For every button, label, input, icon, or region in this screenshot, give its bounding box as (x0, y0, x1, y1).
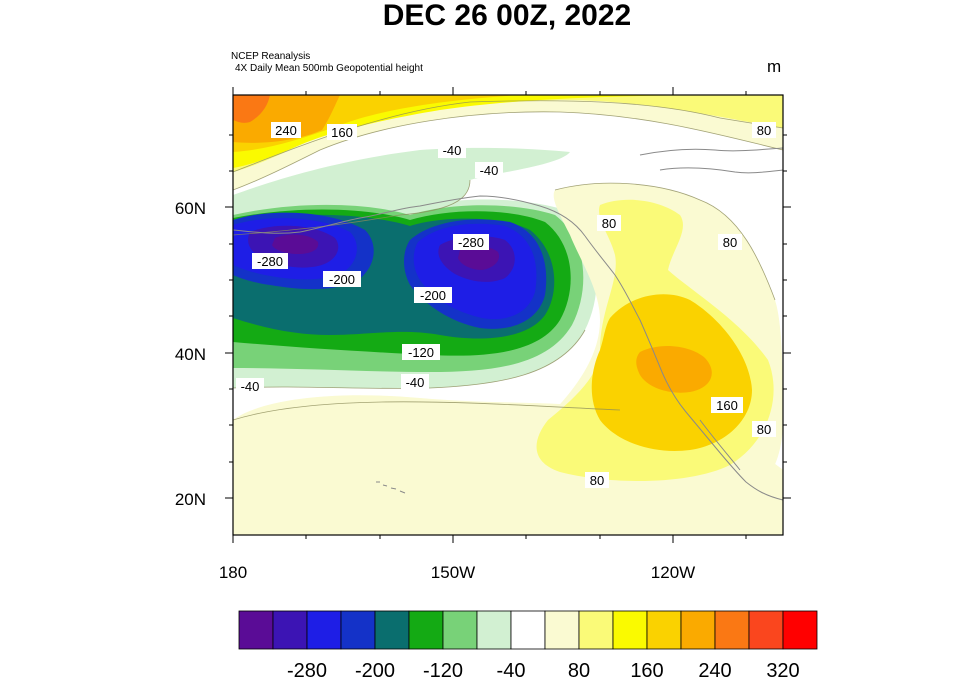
colorbar-label: 240 (698, 660, 731, 682)
colorbar-swatch (340, 610, 376, 650)
plot-frame (232, 94, 784, 536)
svg-text:-120: -120 (408, 345, 434, 360)
lon-label-180: 180 (219, 563, 247, 582)
colorbar-label: 320 (766, 660, 799, 682)
colorbar-swatch (510, 610, 546, 650)
lat-label-20n: 20N (175, 490, 206, 509)
svg-text:-200: -200 (329, 272, 355, 287)
svg-text:-280: -280 (458, 235, 484, 250)
contour-labels: 240 160 80 -40 -40 80 80 -280 -280 -200 … (236, 122, 776, 488)
colorbar-swatch (272, 610, 308, 650)
contour-label: -280 (252, 253, 288, 269)
contour-label: -200 (414, 287, 452, 303)
contour-label: 80 (752, 421, 776, 437)
colorbar-swatch (578, 610, 614, 650)
colorbar-label: 80 (568, 660, 590, 682)
colorbar-label: -120 (423, 660, 463, 682)
contour-label: 240 (271, 122, 301, 138)
colorbar (238, 610, 818, 650)
colorbar-swatch (544, 610, 580, 650)
axis-ticks (225, 87, 791, 543)
colorbar-swatch (408, 610, 444, 650)
map-title: DEC 26 00Z, 2022 (383, 0, 631, 32)
colorbar-label: -40 (497, 660, 526, 682)
svg-text:80: 80 (723, 235, 737, 250)
lat-label-60n: 60N (175, 199, 206, 218)
svg-text:80: 80 (590, 473, 604, 488)
colorbar-swatch (476, 610, 512, 650)
colorbar-label: 160 (630, 660, 663, 682)
contour-label: -40 (236, 378, 264, 394)
colorbar-labels: -280 -200 -120 -40 80 160 240 320 (287, 660, 800, 682)
svg-text:80: 80 (757, 422, 771, 437)
svg-text:160: 160 (331, 125, 353, 140)
svg-text:-280: -280 (257, 254, 283, 269)
colorbar-swatch (612, 610, 648, 650)
svg-text:-40: -40 (241, 379, 260, 394)
colorbar-swatch (714, 610, 750, 650)
contour-label: 160 (711, 397, 743, 413)
colorbar-swatch (374, 610, 410, 650)
colorbar-swatch (442, 610, 478, 650)
contour-label: -40 (475, 162, 503, 178)
contour-field (233, 95, 783, 535)
svg-text:-40: -40 (406, 375, 425, 390)
svg-text:240: 240 (275, 123, 297, 138)
contour-label: -40 (401, 374, 429, 390)
units-label: m (767, 57, 781, 76)
svg-text:80: 80 (757, 123, 771, 138)
svg-text:-40: -40 (443, 143, 462, 158)
lat-label-40n: 40N (175, 345, 206, 364)
variable-description: 4X Daily Mean 500mb Geopotential height (235, 63, 423, 74)
colorbar-swatch (680, 610, 716, 650)
contour-label: -200 (323, 271, 361, 287)
colorbar-label: -200 (355, 660, 395, 682)
lon-label-150w: 150W (431, 563, 475, 582)
contour-label: 160 (327, 124, 357, 140)
svg-text:-200: -200 (420, 288, 446, 303)
contour-label: -40 (438, 142, 466, 158)
contour-label: 80 (585, 472, 609, 488)
svg-text:160: 160 (716, 398, 738, 413)
contour-label: 80 (597, 215, 621, 231)
contour-label: 80 (718, 234, 742, 250)
colorbar-swatch (646, 610, 682, 650)
contour-label: -120 (402, 344, 440, 360)
svg-text:80: 80 (602, 216, 616, 231)
colorbar-swatch (748, 610, 784, 650)
colorbar-swatch (238, 610, 274, 650)
colorbar-swatch (306, 610, 342, 650)
svg-text:-40: -40 (480, 163, 499, 178)
colorbar-label: -280 (287, 660, 327, 682)
contour-label: 80 (752, 122, 776, 138)
lon-label-120w: 120W (651, 563, 695, 582)
data-source: NCEP Reanalysis (231, 51, 310, 62)
contour-label: -280 (453, 234, 489, 250)
colorbar-swatch (782, 610, 818, 650)
